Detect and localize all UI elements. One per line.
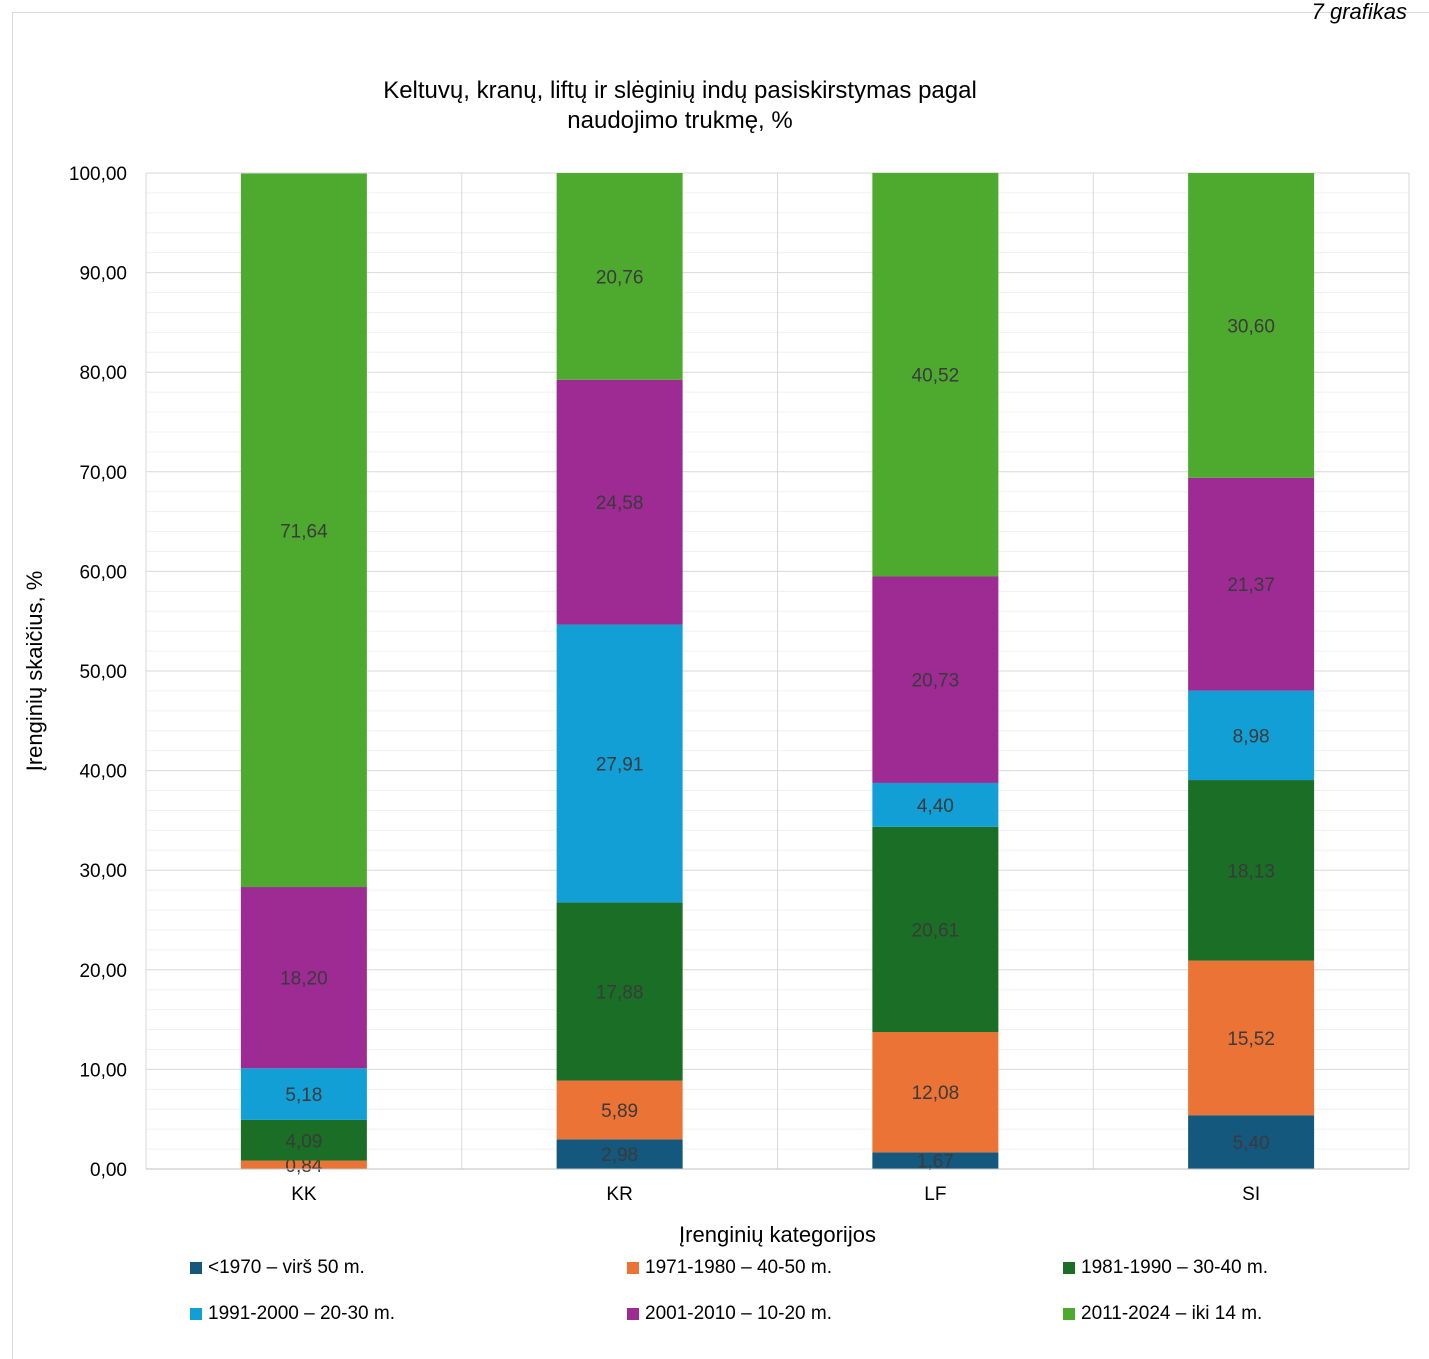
data-label: 17,88 <box>596 983 644 1004</box>
data-label: 40,52 <box>912 366 960 387</box>
bar-segment-KK-6 <box>240 173 367 888</box>
bar-segment-LF-4 <box>872 782 999 827</box>
data-label: 8,98 <box>1233 726 1270 747</box>
y-tick-label: 10,00 <box>79 1060 127 1081</box>
bar-segment-LF-2 <box>872 1032 999 1153</box>
x-tick-label: KR <box>606 1184 632 1205</box>
data-label: 12,08 <box>912 1083 960 1104</box>
x-tick-label: KK <box>291 1184 317 1205</box>
chart-title-line-2: naudojimo trukmę, % <box>567 107 793 134</box>
data-label: 4,09 <box>285 1131 322 1152</box>
data-label: 21,37 <box>1227 575 1275 596</box>
y-tick-label: 30,00 <box>79 861 127 882</box>
data-label: 15,52 <box>1227 1029 1275 1050</box>
data-label: 20,61 <box>912 920 960 941</box>
y-tick-label: 40,00 <box>79 762 127 783</box>
data-label: 5,89 <box>601 1101 638 1122</box>
bar-segment-KK-5 <box>240 887 367 1069</box>
data-label: 27,91 <box>596 755 644 776</box>
y-axis-title: Įrenginių skaičius, % <box>22 571 47 772</box>
data-label: 71,64 <box>280 521 328 542</box>
bar-segment-LF-5 <box>872 576 999 783</box>
data-label: 0,84 <box>285 1156 322 1177</box>
data-label: 18,13 <box>1227 861 1275 882</box>
data-label: 30,60 <box>1227 316 1275 337</box>
y-tick-label: 0,00 <box>90 1160 127 1181</box>
bar-segment-KR-4 <box>556 624 683 903</box>
y-tick-label: 80,00 <box>79 363 127 384</box>
data-label: 2,98 <box>601 1145 638 1166</box>
data-label: 20,73 <box>912 671 960 692</box>
bar-segment-LF-6 <box>872 172 999 577</box>
page-label: 7 grafikas <box>1311 0 1407 24</box>
bar-segment-SI-1 <box>1188 1115 1315 1169</box>
y-tick-label: 100,00 <box>69 164 127 185</box>
chart-title-line-1: Keltuvų, kranų, liftų ir slėginių indų p… <box>383 77 977 104</box>
bar-segment-SI-6 <box>1188 173 1315 478</box>
bar-segment-KK-3 <box>240 1119 367 1161</box>
chart-frame: 7 grafikas <box>12 0 1429 1359</box>
bar-segment-LF-1 <box>872 1152 999 1169</box>
data-label: 24,58 <box>596 493 644 514</box>
x-tick-label: LF <box>924 1184 946 1205</box>
bar-segment-KK-2 <box>240 1160 367 1169</box>
data-label: 18,20 <box>280 969 328 990</box>
data-label: 5,18 <box>285 1085 322 1106</box>
data-label: 5,40 <box>1233 1133 1270 1154</box>
bar-segment-KR-6 <box>556 173 683 380</box>
bar-segment-KR-1 <box>556 1139 683 1169</box>
bar-segment-SI-5 <box>1188 477 1315 691</box>
bar-segment-SI-2 <box>1188 960 1315 1116</box>
bar-segment-KK-4 <box>240 1068 367 1120</box>
y-tick-label: 70,00 <box>79 463 127 484</box>
data-label: 20,76 <box>596 267 644 288</box>
y-tick-label: 20,00 <box>79 961 127 982</box>
data-label: 1,67 <box>917 1152 954 1173</box>
data-label: 4,40 <box>917 796 954 817</box>
y-tick-label: 60,00 <box>79 562 127 583</box>
y-tick-label: 90,00 <box>79 264 127 285</box>
x-axis-title: Įrenginių kategorijos <box>679 1222 876 1247</box>
y-tick-label: 50,00 <box>79 662 127 683</box>
bar-segment-LF-3 <box>872 826 999 1033</box>
bar-segment-SI-4 <box>1188 690 1315 781</box>
chart-title: Keltuvų, kranų, liftų ir slėginių indų p… <box>0 76 1360 136</box>
bar-segment-KR-5 <box>556 379 683 625</box>
bar-segment-KR-2 <box>556 1080 683 1140</box>
bar-segment-SI-3 <box>1188 780 1315 961</box>
bar-segment-KR-3 <box>556 902 683 1081</box>
x-tick-label: SI <box>1242 1184 1260 1205</box>
